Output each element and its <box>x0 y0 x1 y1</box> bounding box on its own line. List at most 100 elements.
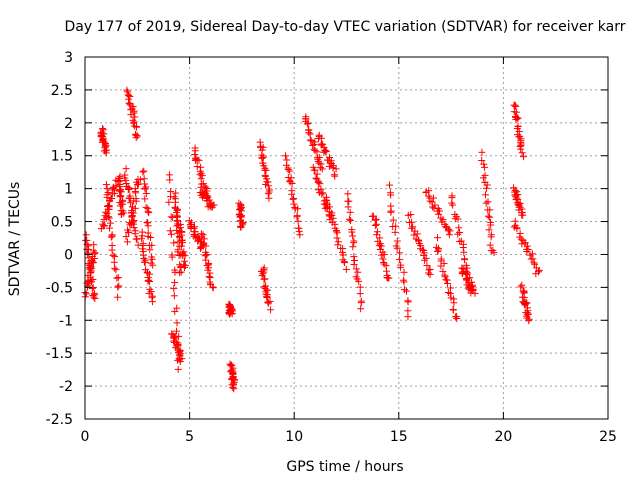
data-point <box>174 205 182 213</box>
data-point <box>318 165 326 173</box>
data-point <box>347 217 355 225</box>
data-point <box>258 154 266 162</box>
data-point <box>88 285 96 293</box>
x-tick-label: 20 <box>494 429 512 445</box>
data-point <box>205 264 213 272</box>
data-point <box>323 199 331 207</box>
data-point <box>317 185 325 193</box>
data-point <box>174 246 182 254</box>
data-point <box>434 247 442 255</box>
data-point <box>423 262 431 270</box>
data-point <box>306 130 314 138</box>
data-point <box>518 149 526 157</box>
data-point <box>396 263 404 271</box>
data-point <box>284 166 292 174</box>
data-point <box>421 256 429 264</box>
data-point <box>165 198 173 206</box>
data-point <box>125 228 133 236</box>
data-point <box>286 178 294 186</box>
data-point <box>350 261 358 269</box>
data-point <box>141 195 149 203</box>
data-point <box>265 188 273 196</box>
data-point <box>355 277 363 285</box>
data-point <box>130 224 138 232</box>
data-point <box>124 185 132 193</box>
data-point <box>479 174 487 182</box>
x-tick-label: 5 <box>185 429 194 445</box>
data-point <box>146 246 154 254</box>
data-point <box>454 230 462 238</box>
data-point <box>102 149 110 157</box>
data-point <box>114 293 122 301</box>
data-point <box>518 281 526 289</box>
data-point <box>344 190 352 198</box>
data-point <box>445 225 453 233</box>
data-point <box>200 190 208 198</box>
data-point <box>108 246 116 254</box>
data-point <box>396 256 404 264</box>
data-point <box>139 168 147 176</box>
data-point <box>478 157 486 165</box>
data-point <box>524 311 532 319</box>
data-point <box>105 214 113 222</box>
data-point <box>111 264 119 272</box>
data-point <box>417 242 425 250</box>
data-point <box>176 350 184 358</box>
data-point <box>380 251 388 259</box>
data-point <box>266 297 274 305</box>
data-point <box>204 193 212 201</box>
data-point <box>512 108 520 116</box>
data-point <box>103 193 111 201</box>
data-point <box>304 119 312 127</box>
data-point <box>456 229 464 237</box>
data-point <box>126 100 134 108</box>
grid <box>85 57 608 419</box>
data-point <box>198 172 206 180</box>
data-point <box>237 205 245 213</box>
data-point <box>387 191 395 199</box>
data-point <box>229 384 237 392</box>
data-point <box>116 180 124 188</box>
data-point <box>84 260 92 268</box>
data-point <box>140 255 148 263</box>
data-points <box>81 86 543 393</box>
data-point <box>535 266 543 274</box>
data-point <box>176 224 184 232</box>
data-point <box>146 270 154 278</box>
data-point <box>123 86 131 94</box>
data-point <box>288 180 296 188</box>
data-point <box>202 256 210 264</box>
data-point <box>534 268 542 276</box>
data-point <box>342 265 350 273</box>
data-point <box>345 197 353 205</box>
data-point <box>191 228 199 236</box>
data-point <box>144 208 152 216</box>
y-tick-label: -2 <box>59 379 73 395</box>
data-point <box>487 221 495 229</box>
data-point <box>226 360 234 368</box>
data-point <box>82 231 90 239</box>
data-point <box>286 167 294 175</box>
data-point <box>90 293 98 301</box>
data-point <box>303 120 311 128</box>
data-point <box>511 101 519 109</box>
data-point <box>305 129 313 137</box>
data-point <box>482 191 490 199</box>
data-point <box>404 297 412 305</box>
data-point <box>107 233 115 241</box>
data-point <box>441 271 449 279</box>
data-point <box>512 102 520 110</box>
data-point <box>326 154 334 162</box>
data-point <box>531 260 539 268</box>
data-point <box>148 255 156 263</box>
y-axis-label: SDTVAR / TECUs <box>7 182 23 297</box>
data-point <box>174 238 182 246</box>
data-point <box>430 204 438 212</box>
data-point <box>210 201 218 209</box>
data-point <box>109 251 117 259</box>
data-point <box>413 230 421 238</box>
data-point <box>180 263 188 271</box>
data-point <box>193 163 201 171</box>
data-point <box>513 125 521 133</box>
